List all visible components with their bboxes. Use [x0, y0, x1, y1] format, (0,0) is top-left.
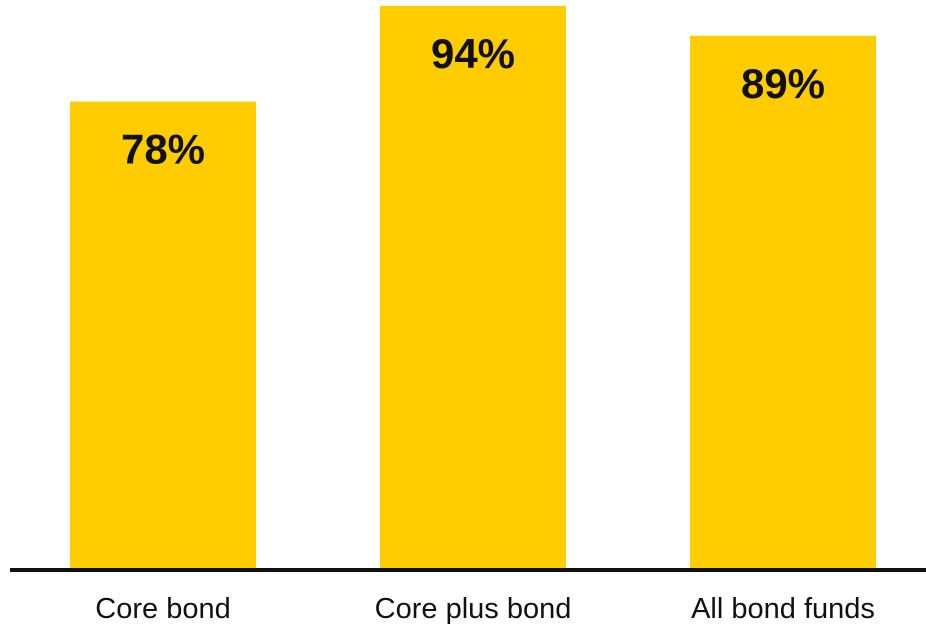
bar-core-bond [70, 101, 256, 568]
bar-core-plus-bond [380, 5, 566, 568]
bar-all-bond-funds [690, 35, 876, 568]
category-tick-label: Core plus bond [375, 593, 572, 625]
data-label: 78% [121, 126, 205, 173]
data-label: 89% [741, 60, 825, 107]
data-label: 94% [431, 30, 515, 77]
value-labels-group: 78% 94% 89% [121, 30, 825, 173]
category-tick-label: All bond funds [691, 593, 875, 625]
category-labels-group: Core bond Core plus bond All bond funds [95, 593, 875, 625]
category-tick-label: Core bond [95, 593, 230, 625]
bars-group [70, 5, 876, 568]
